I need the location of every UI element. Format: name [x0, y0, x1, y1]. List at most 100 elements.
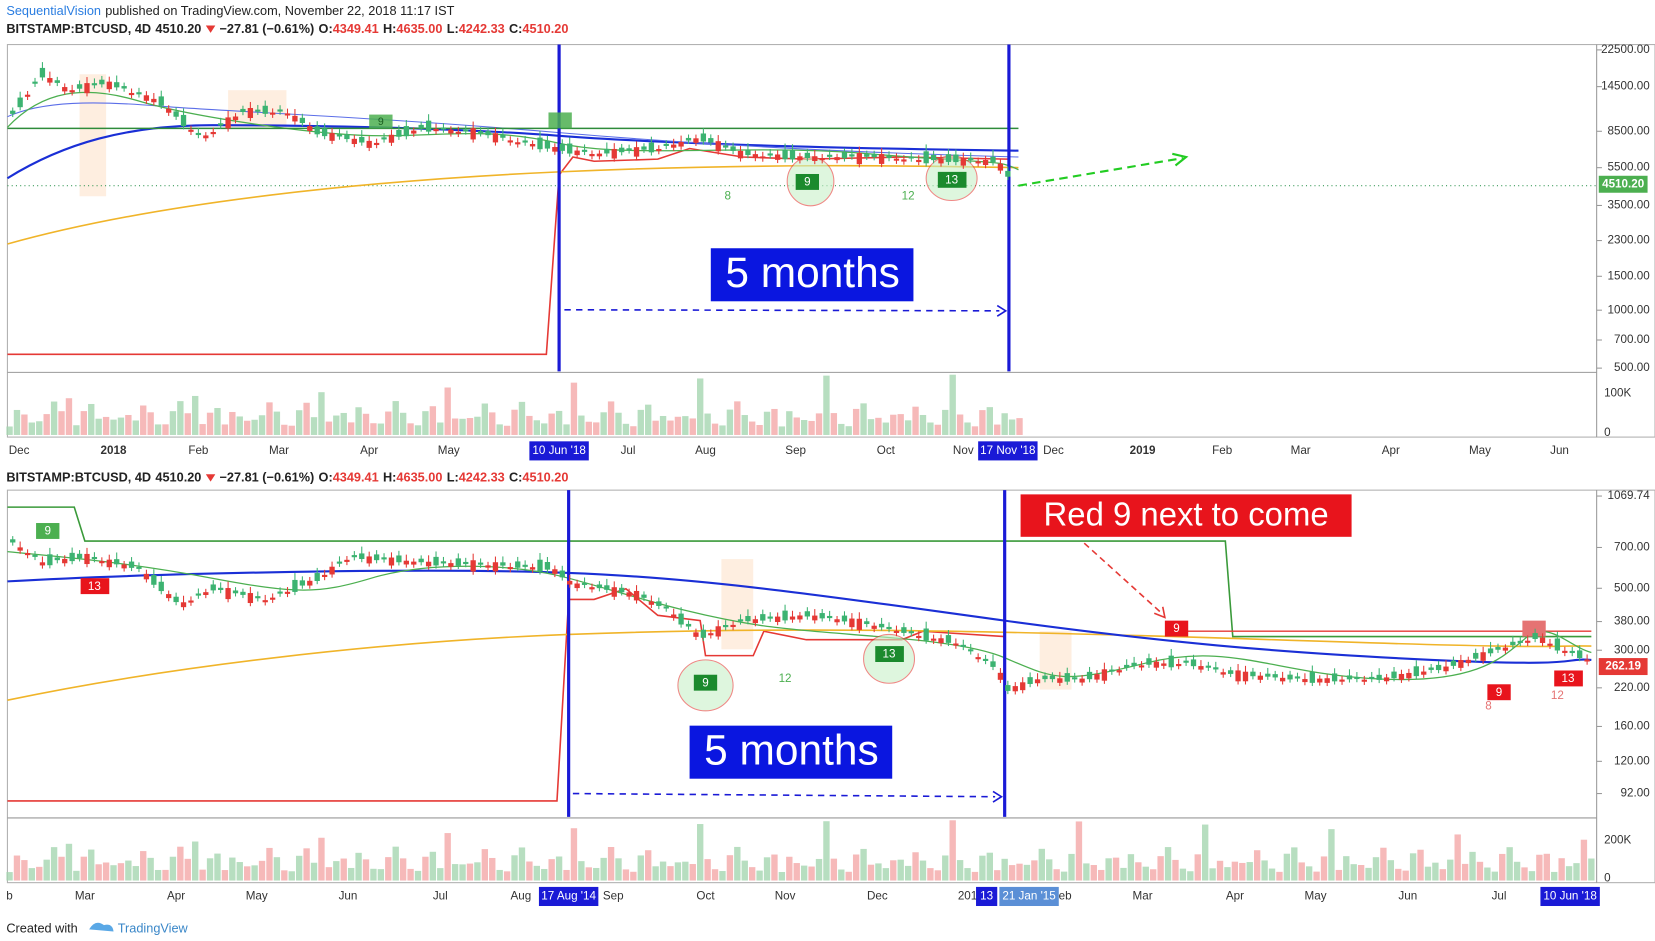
- candle: [366, 140, 372, 148]
- volume-bar: [214, 853, 221, 881]
- volume-bar: [526, 415, 533, 435]
- volume-bar: [578, 415, 585, 435]
- candle: [834, 619, 840, 623]
- volume-bar: [251, 865, 258, 881]
- candle: [515, 142, 521, 145]
- volume-bar: [1261, 860, 1268, 881]
- count-box: [36, 523, 60, 539]
- volume-bar: [177, 401, 184, 435]
- ohlc: C:4510.20: [509, 470, 568, 485]
- ma-blue-thin: [7, 102, 1019, 158]
- candle: [960, 644, 966, 647]
- volume-bar: [429, 851, 437, 881]
- candle: [856, 153, 862, 165]
- volume-bar: [548, 413, 555, 435]
- volume-bar: [459, 864, 466, 881]
- candle: [893, 630, 900, 633]
- time-label: 2019: [1130, 444, 1156, 457]
- volume-bar: [288, 425, 295, 435]
- volume-bar: [548, 859, 555, 881]
- candle: [173, 596, 179, 603]
- logo: [89, 922, 114, 932]
- candle: [923, 151, 929, 164]
- candle: [1034, 679, 1041, 684]
- volume-bar: [1476, 861, 1484, 881]
- volume-bar: [1491, 871, 1498, 881]
- volume-bar: [36, 866, 43, 881]
- candle: [344, 134, 350, 140]
- candle: [990, 661, 996, 667]
- price-label: 5500.00: [1608, 161, 1651, 174]
- candle: [381, 557, 387, 560]
- candle: [1213, 667, 1219, 670]
- volume-bar: [154, 424, 162, 435]
- candle: [1176, 663, 1182, 667]
- candle: [789, 616, 796, 620]
- candle: [247, 593, 254, 604]
- candle: [611, 148, 617, 159]
- candle: [54, 80, 60, 83]
- candle: [1042, 675, 1048, 680]
- volume-bar: [563, 424, 570, 435]
- candle: [173, 111, 179, 117]
- volume-bar: [36, 421, 43, 435]
- time-label: 17 Aug '14: [541, 890, 596, 903]
- volume-bar: [1439, 869, 1447, 881]
- volume-bar: [206, 412, 214, 435]
- setup-count: 9: [804, 176, 810, 189]
- volume-bar: [919, 414, 927, 435]
- setup-count: 9: [44, 525, 50, 538]
- candle: [500, 562, 506, 566]
- volume-bar: [132, 866, 139, 881]
- volume-bar: [607, 847, 615, 881]
- volume-bar: [1239, 862, 1246, 881]
- candle: [470, 560, 476, 572]
- volume-bar: [823, 821, 830, 881]
- candle: [901, 159, 907, 162]
- candle: [529, 143, 536, 147]
- time-label: Jul: [433, 890, 448, 903]
- volume-bar: [370, 423, 377, 435]
- volume-bar: [1172, 859, 1179, 881]
- volume-bar: [1343, 856, 1350, 881]
- volume-bar: [630, 871, 637, 881]
- volume-bar: [615, 412, 622, 435]
- candle: [180, 114, 187, 127]
- candle: [1346, 675, 1353, 680]
- volume-bar: [1098, 869, 1105, 881]
- volume-bar: [1506, 847, 1513, 881]
- volume-bar: [50, 401, 58, 435]
- candle: [968, 157, 974, 160]
- volume-bar: [362, 413, 370, 435]
- volume-bar: [778, 426, 786, 435]
- volume-bar: [6, 426, 13, 435]
- volume-bar: [1135, 862, 1142, 881]
- volume-bar: [1142, 866, 1149, 881]
- volume-bar: [1305, 866, 1313, 881]
- volume-bar: [852, 854, 860, 881]
- candle: [1057, 678, 1063, 683]
- time-label: 21 Jan '15: [1002, 890, 1055, 903]
- volume-bar: [1402, 870, 1409, 881]
- time-label: Jul: [621, 444, 636, 457]
- candle: [455, 131, 461, 134]
- candle: [730, 146, 736, 151]
- setup-count: 9: [1173, 622, 1179, 635]
- candle: [351, 555, 357, 558]
- candle: [1510, 641, 1516, 646]
- candle: [17, 97, 23, 108]
- candle: [1146, 658, 1152, 665]
- candle: [1005, 170, 1011, 177]
- ma-green: [6, 91, 1019, 171]
- volume-bar: [852, 408, 860, 435]
- candle: [396, 555, 402, 563]
- candle: [826, 615, 833, 619]
- candle: [945, 635, 952, 643]
- candle: [507, 567, 513, 570]
- candle: [203, 592, 209, 595]
- volume-bar: [771, 408, 778, 435]
- volume-bar: [793, 417, 800, 435]
- volume-bar: [1372, 857, 1380, 881]
- candle: [671, 614, 677, 618]
